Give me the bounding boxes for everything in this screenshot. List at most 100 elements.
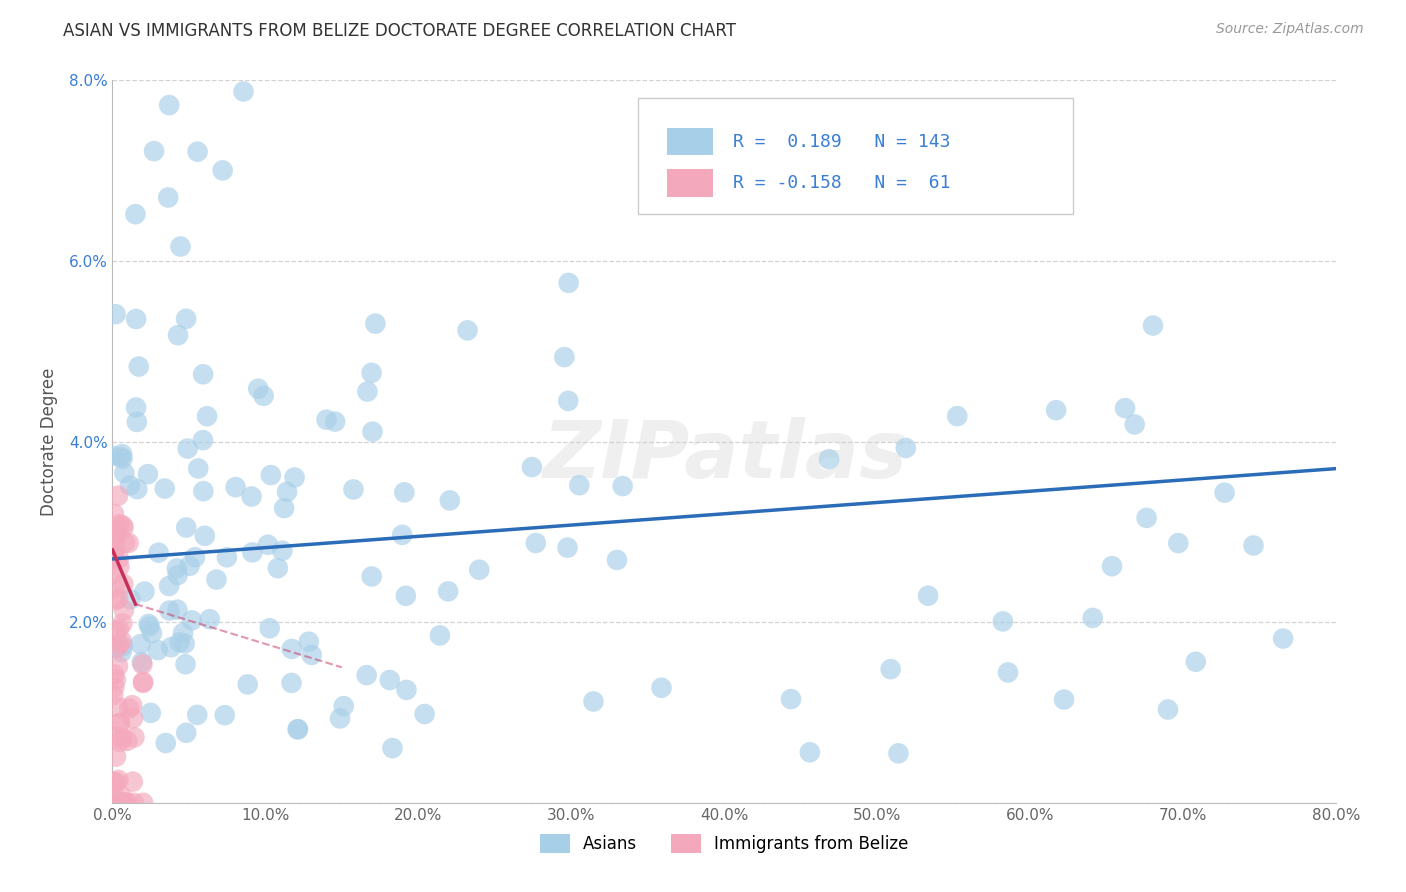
Asians — [917, 589, 939, 603]
Asians — [157, 190, 180, 204]
Immigrants from Belize — [117, 536, 139, 550]
Asians — [193, 484, 215, 499]
Asians — [194, 529, 217, 543]
Immigrants from Belize — [104, 593, 127, 607]
Immigrants from Belize — [107, 521, 129, 535]
Asians — [118, 478, 141, 492]
Asians — [997, 665, 1019, 680]
Immigrants from Belize — [132, 676, 155, 690]
FancyBboxPatch shape — [638, 98, 1073, 214]
Immigrants from Belize — [107, 659, 129, 673]
Immigrants from Belize — [104, 749, 127, 764]
Immigrants from Belize — [105, 624, 128, 638]
Asians — [391, 528, 413, 542]
Asians — [280, 676, 302, 690]
Immigrants from Belize — [121, 774, 143, 789]
Asians — [138, 617, 160, 632]
Asians — [253, 389, 276, 403]
Immigrants from Belize — [107, 551, 129, 566]
Immigrants from Belize — [107, 796, 129, 810]
Asians — [361, 425, 384, 439]
Asians — [184, 550, 207, 565]
Asians — [894, 441, 917, 455]
Asians — [174, 520, 197, 534]
Text: ZIPatlas: ZIPatlas — [541, 417, 907, 495]
FancyBboxPatch shape — [666, 169, 713, 196]
Asians — [429, 628, 451, 642]
Asians — [187, 461, 209, 475]
Asians — [247, 382, 270, 396]
Immigrants from Belize — [132, 796, 155, 810]
Asians — [437, 584, 460, 599]
Immigrants from Belize — [111, 634, 134, 648]
Asians — [139, 706, 162, 720]
Asians — [332, 699, 354, 714]
Immigrants from Belize — [103, 667, 125, 681]
Immigrants from Belize — [111, 789, 134, 804]
Asians — [887, 747, 910, 761]
Immigrants from Belize — [108, 715, 131, 730]
Asians — [110, 450, 132, 464]
Asians — [1045, 403, 1067, 417]
Asians — [169, 635, 191, 649]
Immigrants from Belize — [104, 730, 127, 744]
Immigrants from Belize — [105, 640, 128, 655]
Immigrants from Belize — [111, 616, 134, 631]
Asians — [1123, 417, 1146, 432]
Asians — [134, 584, 156, 599]
Asians — [172, 626, 194, 640]
Asians — [271, 543, 294, 558]
Asians — [179, 558, 201, 573]
Asians — [138, 619, 160, 633]
Asians — [818, 452, 841, 467]
Immigrants from Belize — [112, 603, 135, 617]
Asians — [191, 433, 214, 447]
Asians — [360, 569, 382, 583]
Immigrants from Belize — [101, 688, 124, 702]
Asians — [273, 501, 295, 516]
Immigrants from Belize — [103, 680, 125, 694]
Asians — [173, 636, 195, 650]
Asians — [169, 239, 191, 253]
Asians — [287, 723, 309, 737]
Asians — [1157, 702, 1180, 716]
Immigrants from Belize — [112, 520, 135, 534]
Asians — [125, 401, 148, 415]
Asians — [329, 711, 352, 725]
Asians — [180, 613, 202, 627]
Asians — [129, 637, 152, 651]
Asians — [157, 579, 180, 593]
Immigrants from Belize — [118, 701, 141, 715]
Immigrants from Belize — [107, 591, 129, 606]
Asians — [413, 706, 436, 721]
Asians — [568, 478, 591, 492]
Asians — [136, 467, 159, 482]
Asians — [582, 694, 605, 708]
Asians — [650, 681, 672, 695]
Immigrants from Belize — [111, 518, 134, 533]
Immigrants from Belize — [121, 698, 143, 713]
Asians — [111, 645, 134, 659]
Asians — [153, 482, 176, 496]
Legend: Asians, Immigrants from Belize: Asians, Immigrants from Belize — [533, 827, 915, 860]
Asians — [946, 409, 969, 424]
Immigrants from Belize — [108, 559, 131, 574]
Asians — [284, 470, 307, 484]
Immigrants from Belize — [111, 731, 134, 746]
Immigrants from Belize — [101, 567, 124, 582]
Asians — [378, 673, 401, 687]
Immigrants from Belize — [117, 734, 139, 748]
Immigrants from Belize — [104, 673, 127, 687]
Asians — [111, 451, 134, 466]
Asians — [323, 415, 346, 429]
Asians — [128, 359, 150, 374]
Immigrants from Belize — [103, 546, 125, 560]
Y-axis label: Doctorate Degree: Doctorate Degree — [39, 368, 58, 516]
Asians — [167, 328, 190, 343]
Text: Source: ZipAtlas.com: Source: ZipAtlas.com — [1216, 22, 1364, 37]
Asians — [879, 662, 901, 676]
Asians — [240, 545, 263, 559]
Immigrants from Belize — [104, 531, 127, 545]
Asians — [557, 276, 579, 290]
Asians — [141, 626, 163, 640]
